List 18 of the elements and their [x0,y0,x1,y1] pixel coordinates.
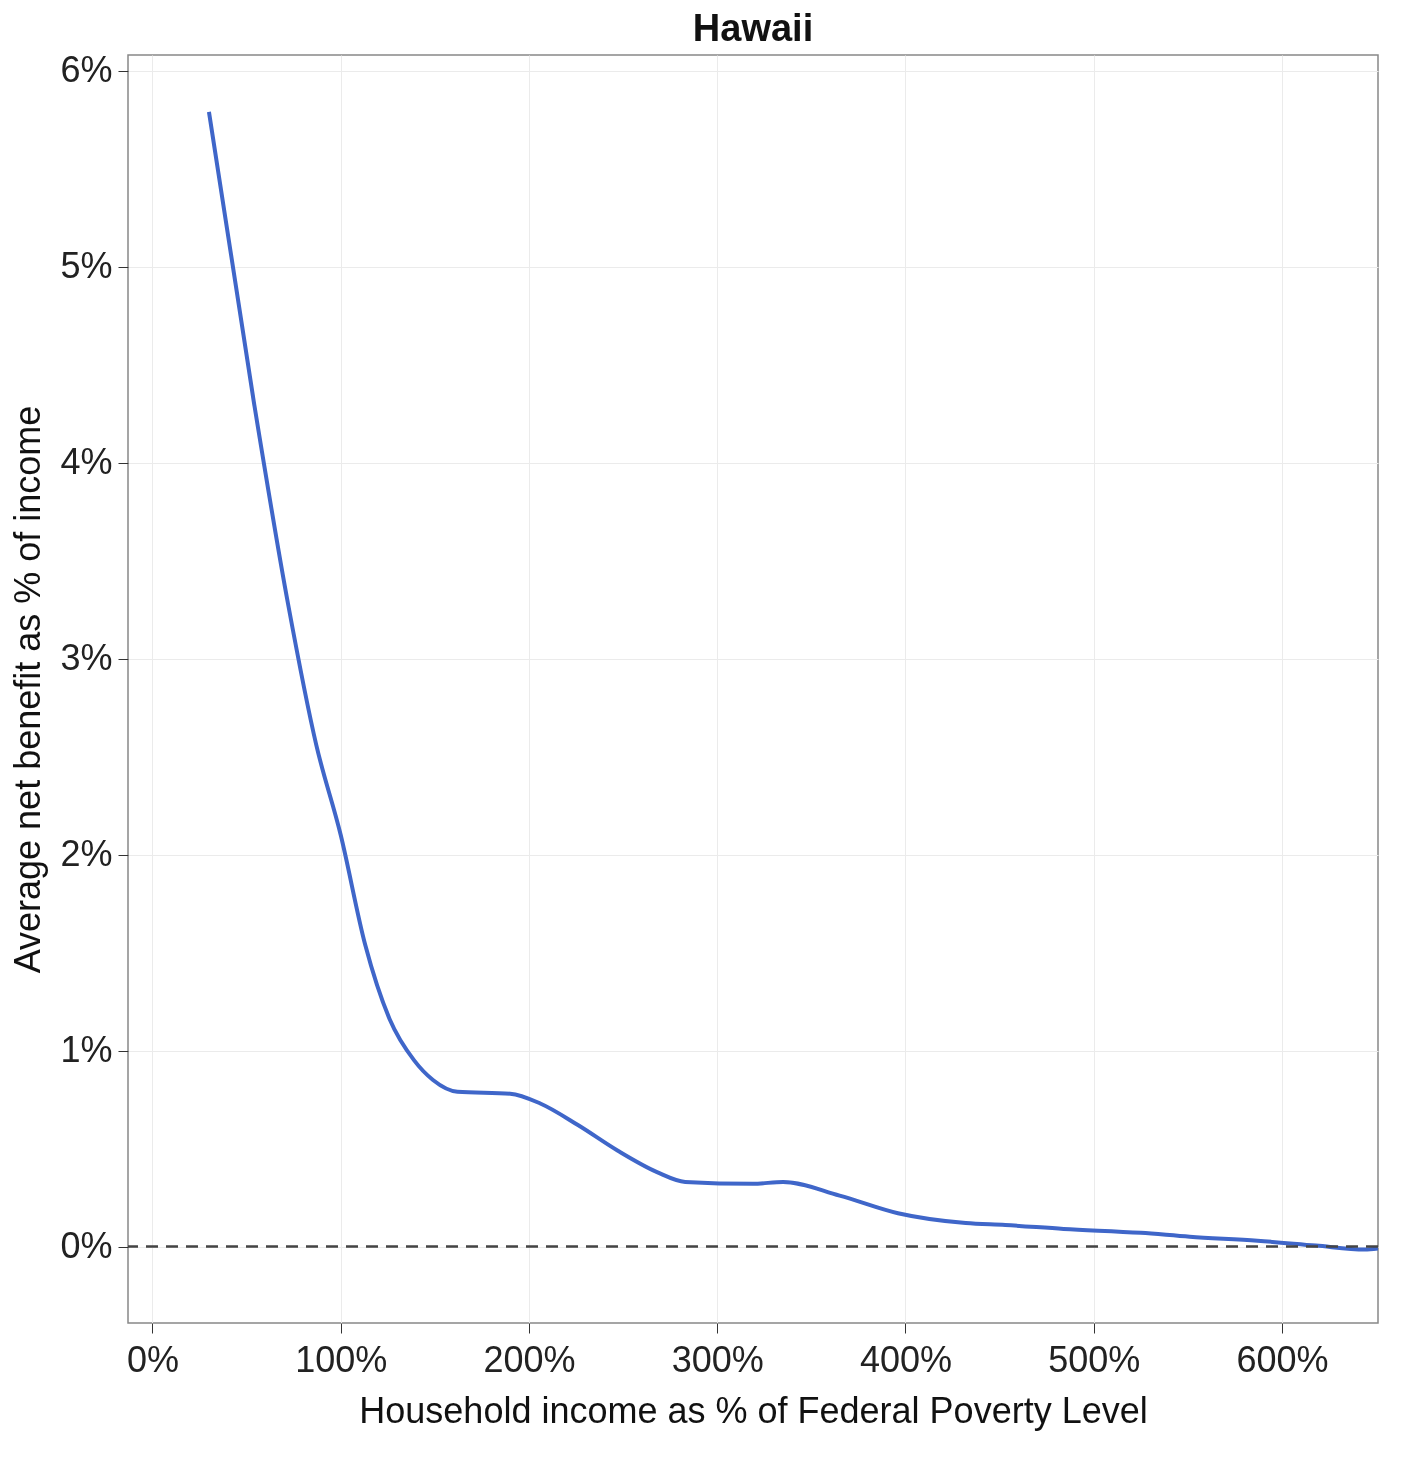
y-tick-label: 5% [60,245,113,287]
y-tick-label: 0% [60,1225,113,1267]
y-tick-label: 1% [60,1029,113,1071]
x-tick-label: 500% [1048,1338,1141,1380]
x-tick-label: 200% [483,1338,576,1380]
x-tick-label: 600% [1236,1338,1329,1380]
x-tick-label: 0% [126,1338,179,1380]
chart-title: Hawaii [692,6,814,49]
x-tick-label: 300% [671,1338,764,1380]
x-axis-title: Household income as % of Federal Poverty Level [359,1389,1148,1431]
x-tick-label: 400% [859,1338,953,1380]
y-tick-label: 4% [60,441,113,483]
y-axis-title: Average net benefit as % of income [7,405,49,974]
y-tick-label: 6% [60,49,113,91]
y-tick-label: 2% [60,833,113,875]
line-series [206,109,1378,1252]
y-tick-label: 3% [60,637,113,679]
x-tick-label: 100% [295,1338,388,1380]
